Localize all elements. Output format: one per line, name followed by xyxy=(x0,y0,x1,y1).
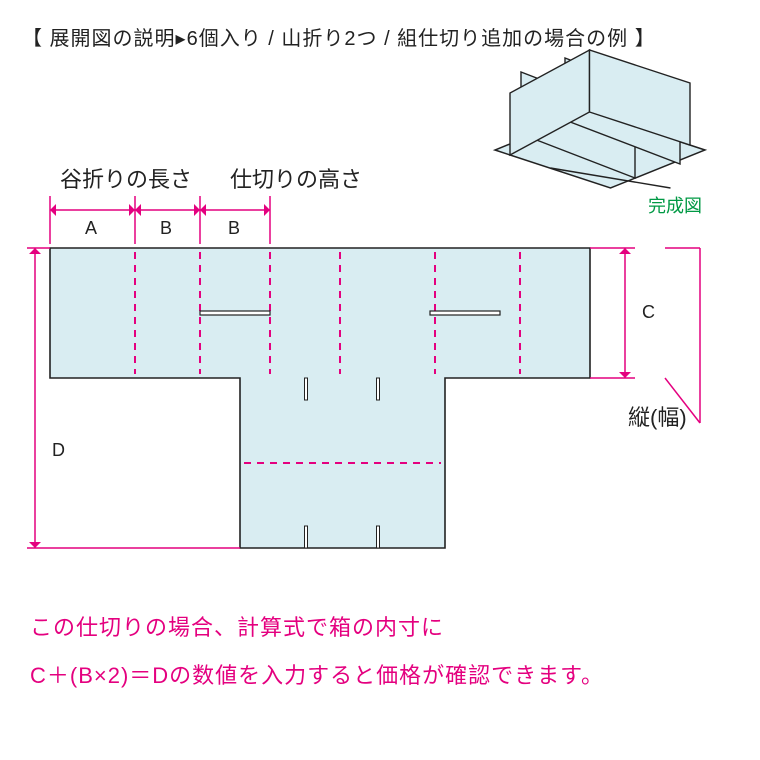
diagram-svg xyxy=(0,0,760,760)
